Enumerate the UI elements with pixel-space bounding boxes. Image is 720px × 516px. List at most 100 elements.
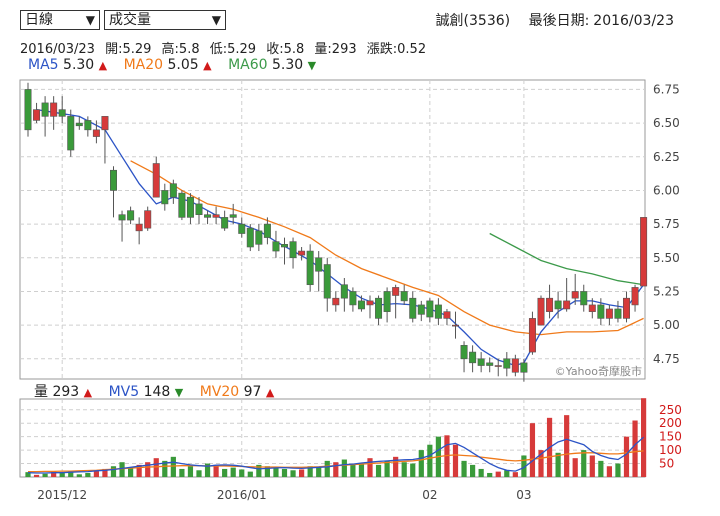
info-date: 2016/03/23: [20, 42, 95, 57]
candle-body: [212, 214, 220, 218]
volume-bar: [333, 462, 339, 477]
volume-bar: [410, 463, 416, 477]
candle-body: [520, 362, 528, 373]
candle-body: [511, 358, 519, 373]
candle-body: [152, 163, 160, 198]
ma5-value: 5.30: [63, 57, 95, 73]
volume-bar: [93, 471, 99, 477]
volume-bar: [204, 463, 211, 477]
volume-bar: [623, 436, 630, 477]
info-open: 開:5.29: [105, 42, 152, 57]
volume-bar: [76, 474, 82, 477]
volume-bar: [538, 450, 544, 477]
candle-body: [451, 324, 459, 327]
candle-body: [178, 192, 186, 218]
candle-body: [563, 300, 571, 310]
volume-bar: [418, 450, 424, 477]
candle-body: [127, 210, 135, 221]
volume-bar: [239, 469, 245, 477]
candle-body: [238, 223, 246, 234]
volume-bar: [529, 423, 536, 477]
candle-body: [340, 284, 348, 299]
chevron-down-icon: ▼: [85, 13, 95, 27]
candle-body: [161, 190, 169, 205]
candle-body: [597, 304, 605, 319]
candle-body: [434, 304, 442, 319]
up-triangle-icon: ▲: [98, 59, 108, 72]
volume-bar: [187, 466, 194, 477]
volume-bar: [427, 444, 433, 477]
candle-body: [614, 308, 622, 319]
volume-bar: [452, 444, 459, 477]
candle-body: [195, 203, 203, 215]
volume-tick-label: 100: [659, 443, 682, 457]
candle-body: [349, 291, 357, 306]
price-tick-label: 4.75: [653, 352, 680, 366]
period-select[interactable]: 日線 ▼: [20, 10, 100, 30]
volume-bar: [555, 452, 561, 477]
volume-bar: [598, 460, 604, 477]
candle-body: [255, 230, 263, 245]
candle-body: [443, 311, 451, 319]
candle-body: [417, 304, 425, 315]
candle-body: [323, 264, 331, 299]
volume-bar: [162, 460, 168, 477]
ma5-legend: MA5 5.30 ▲: [28, 57, 112, 73]
info-close: 收:5.8: [266, 42, 305, 57]
volume-bar: [51, 471, 57, 477]
candle-body: [477, 358, 485, 366]
volume-bar: [581, 450, 587, 477]
price-tick-label: 6.25: [653, 150, 680, 164]
volume-tick-label: 50: [659, 457, 674, 471]
candle-body: [272, 241, 280, 252]
up-triangle-icon: ▲: [265, 386, 275, 399]
candle-body: [92, 129, 100, 137]
volume-bar: [521, 455, 527, 477]
volume-bar: [375, 464, 382, 477]
candle-body: [357, 300, 365, 310]
candle-body: [580, 291, 588, 306]
volume-bar: [119, 462, 125, 477]
ma60-legend: MA60 5.30 ▼: [228, 57, 316, 73]
info-volume: 量:293: [314, 42, 357, 57]
volume-bar: [42, 473, 48, 477]
candle-body: [58, 109, 66, 117]
volume-bar: [25, 472, 31, 477]
ma60-value: 5.30: [272, 57, 304, 73]
ma20-legend: MA20 5.05 ▲: [124, 57, 216, 73]
period-select-value: 日線: [25, 12, 53, 28]
volume-bar: [256, 464, 262, 477]
indicator-select[interactable]: 成交量 ▼: [104, 10, 226, 30]
volume-bar: [273, 467, 279, 477]
up-triangle-icon: ▲: [83, 386, 93, 399]
last-date-label: 最後日期:: [528, 13, 590, 29]
ma5-line: [36, 108, 645, 367]
volume-bar: [572, 458, 578, 477]
volume-bar: [393, 456, 399, 477]
candle-body: [315, 257, 323, 272]
volume-bar: [606, 466, 612, 477]
last-date: 2016/03/23: [593, 13, 674, 29]
candle-body: [640, 217, 648, 287]
candle-body: [546, 297, 554, 312]
volume-bar: [358, 463, 365, 477]
stock-header: 誠創(3536) 最後日期: 2016/03/23: [424, 10, 674, 30]
candle-body: [118, 214, 126, 221]
candle-body: [426, 300, 434, 318]
volume-bar: [470, 464, 476, 477]
candle-body: [332, 297, 340, 306]
volume-tick-label: 200: [659, 416, 682, 430]
volume-legend: 量 293 ▲ MV5 148 ▼ MV20 97 ▲: [34, 381, 286, 401]
volume-bar: [487, 472, 493, 477]
candle-body: [144, 210, 152, 229]
volume-bar: [136, 464, 142, 477]
candle-body: [622, 297, 630, 319]
volume-bar: [589, 455, 595, 477]
up-triangle-icon: ▲: [203, 59, 212, 72]
date-tick-label: 02: [422, 488, 437, 502]
ma20-label: MA20: [123, 57, 164, 73]
volume-bar: [128, 467, 134, 477]
volume-bar: [632, 420, 638, 477]
volume-bar: [247, 471, 253, 477]
